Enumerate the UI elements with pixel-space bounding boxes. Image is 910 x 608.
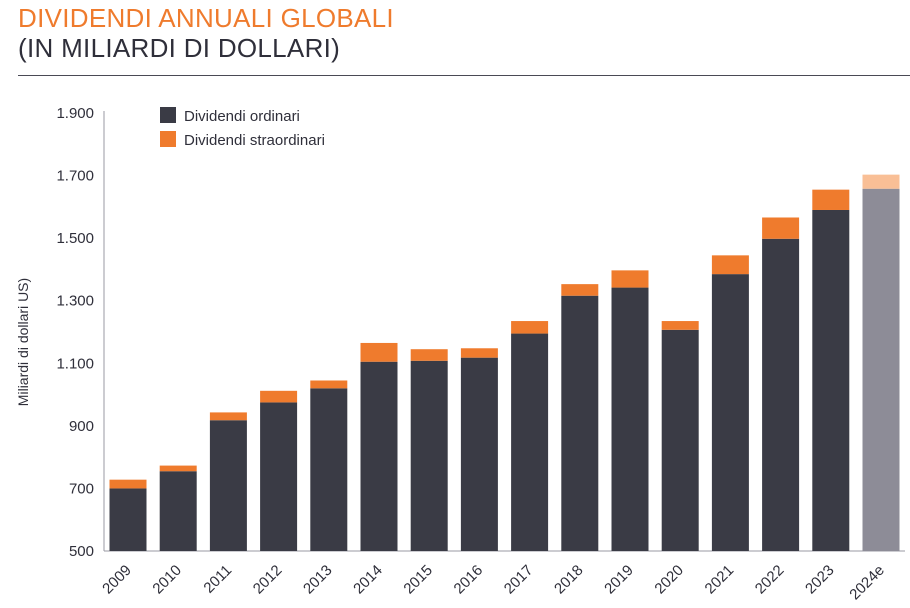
bar-special-2013 <box>310 380 348 389</box>
bar-special-2014 <box>360 342 398 362</box>
bars <box>109 174 900 552</box>
x-tick-label: 2012 <box>250 562 286 598</box>
x-tick-label: 2024e <box>846 562 888 604</box>
bar-ordinary-2024e <box>862 188 900 551</box>
bar-special-2016 <box>460 348 498 358</box>
bar-special-2020 <box>661 321 699 330</box>
bar-ordinary-2021 <box>711 274 749 551</box>
x-tick-label: 2014 <box>350 562 386 598</box>
chart-subtitle: (IN MILIARDI DI DOLLARI) <box>18 33 341 63</box>
bar-special-2009 <box>109 479 147 489</box>
bar-special-2017 <box>511 321 549 334</box>
x-tick-labels: 2009 2010 2011 2012 2013 2014 2015 2016 2017 2018… <box>99 562 888 604</box>
x-tick-label: 2013 <box>300 562 336 598</box>
x-tick-label: 2023 <box>802 562 838 598</box>
bar-special-2021 <box>711 255 749 275</box>
x-tick-label: 2016 <box>451 562 487 598</box>
legend-label-ordinary: Dividendi ordinari <box>184 108 300 125</box>
y-tick-label: 1.700 <box>56 168 94 185</box>
bar-special-2018 <box>561 284 599 296</box>
x-tick-label: 2018 <box>551 562 587 598</box>
x-tick-label: 2009 <box>99 562 135 598</box>
bar-special-2019 <box>611 270 649 288</box>
bar-ordinary-2014 <box>360 361 398 551</box>
x-tick-label: 2019 <box>601 562 637 598</box>
x-tick-label: 2011 <box>200 562 235 597</box>
x-tick-label: 2017 <box>501 562 537 598</box>
x-tick-label: 2010 <box>149 562 185 598</box>
legend: Dividendi ordinari Dividendi straordinar… <box>160 107 325 149</box>
y-tick-label: 700 <box>69 480 94 497</box>
bar-special-2011 <box>209 412 247 421</box>
legend-swatch-special <box>160 131 176 147</box>
y-tick-label: 900 <box>69 418 94 435</box>
bar-ordinary-2012 <box>260 402 298 551</box>
bar-ordinary-2022 <box>762 238 800 552</box>
bar-ordinary-2015 <box>410 360 448 551</box>
legend-swatch-ordinary <box>160 107 176 123</box>
y-axis-label: Miliardi di dollari US) <box>15 278 31 406</box>
x-tick-label: 2015 <box>400 562 436 598</box>
bar-special-2015 <box>410 349 448 361</box>
bar-special-2024e <box>862 174 900 189</box>
bar-special-2010 <box>159 465 197 472</box>
bar-ordinary-2019 <box>611 287 649 551</box>
y-tick-label: 1.900 <box>56 105 94 122</box>
y-tick-label: 1.100 <box>56 355 94 372</box>
x-tick-label: 2020 <box>651 562 687 598</box>
bar-special-2012 <box>260 390 298 403</box>
bar-special-2023 <box>812 189 850 210</box>
bar-ordinary-2020 <box>661 329 699 551</box>
bar-ordinary-2011 <box>209 420 247 551</box>
x-tick-label: 2022 <box>752 562 788 598</box>
bar-ordinary-2016 <box>460 357 498 551</box>
y-tick-label: 1.300 <box>56 293 94 310</box>
bar-ordinary-2010 <box>159 471 197 551</box>
bar-ordinary-2023 <box>812 209 850 551</box>
y-tick-label: 1.500 <box>56 230 94 247</box>
y-tick-labels: 1.900 1.700 1.500 1.300 1.100 900 700 500 <box>56 105 94 560</box>
bar-special-2022 <box>762 217 800 239</box>
bar-ordinary-2009 <box>109 488 147 551</box>
bar-ordinary-2013 <box>310 388 348 551</box>
chart-title: DIVIDENDI ANNUALI GLOBALI <box>18 3 394 33</box>
bar-ordinary-2018 <box>561 295 599 551</box>
bar-ordinary-2017 <box>511 333 549 551</box>
y-tick-label: 500 <box>69 543 94 560</box>
x-tick-label: 2021 <box>702 562 738 598</box>
legend-label-special: Dividendi straordinari <box>184 132 325 149</box>
title-divider <box>18 75 910 76</box>
